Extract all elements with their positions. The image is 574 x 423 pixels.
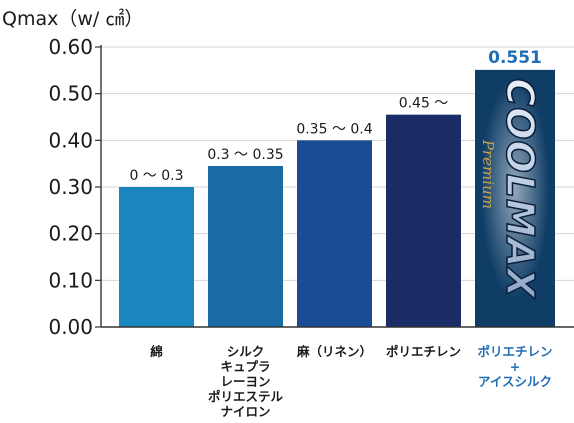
logo-glow <box>481 78 549 299</box>
x-tick-label: ポリエチレン <box>385 344 461 359</box>
bar <box>119 187 194 327</box>
data-label: 0.45 〜 <box>399 96 449 112</box>
y-tick-label: 0.50 <box>48 82 93 106</box>
bar <box>208 166 283 327</box>
data-label: 0.3 〜 0.35 <box>207 147 283 163</box>
y-tick-label: 0.30 <box>48 175 93 199</box>
x-tick-label: シルク キュプラ レーヨン ポリエステル ナイロン <box>207 344 283 419</box>
logo-text: COOLMAX <box>498 78 542 299</box>
x-tick-label: ポリエチレン + アイスシルク <box>477 344 553 389</box>
x-tick-label: 綿 <box>150 344 163 359</box>
y-axis-title: Qmax（w/ ㎠） <box>2 8 144 30</box>
y-tick-label: 0.20 <box>48 222 93 246</box>
bar <box>297 140 372 327</box>
bar <box>386 114 461 328</box>
x-tick-label: 麻（リネン） <box>296 344 372 359</box>
y-tick-label: 0.00 <box>48 315 93 339</box>
y-tick-label: 0.40 <box>48 128 93 152</box>
data-label: 0.551 <box>488 48 542 68</box>
y-tick-label: 0.60 <box>48 35 93 59</box>
data-label: 0.35 〜 0.4 <box>296 121 372 137</box>
logo-subtext: Premium <box>479 139 497 209</box>
data-label: 0 〜 0.3 <box>129 168 183 184</box>
y-tick-label: 0.10 <box>48 268 93 292</box>
